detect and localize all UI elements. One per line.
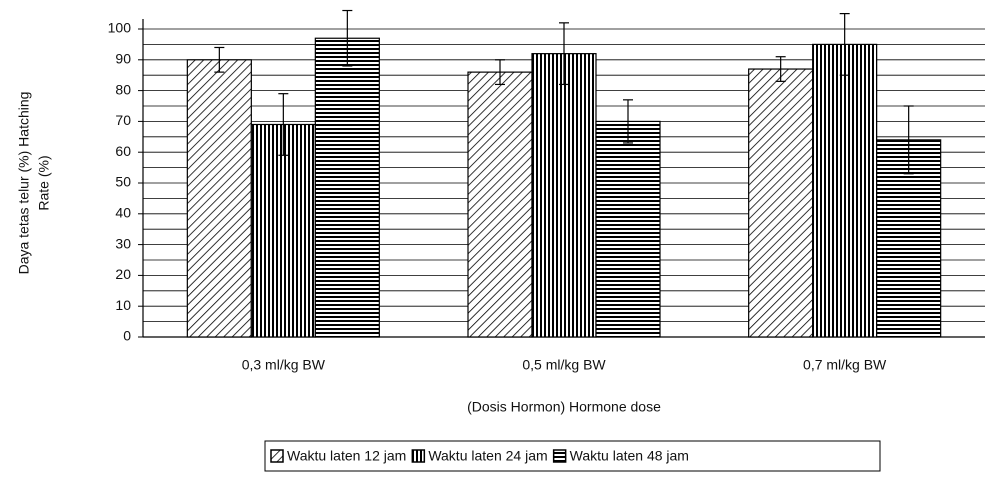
- bar: [748, 68, 814, 338]
- bar: [812, 43, 878, 338]
- x-tick-label: 0,5 ml/kg BW: [522, 357, 606, 373]
- legend-swatch: [411, 449, 426, 463]
- y-tick-label: 90: [115, 51, 131, 67]
- y-tick-label: 70: [115, 112, 131, 128]
- legend-box: [264, 440, 881, 472]
- y-tick-label: 30: [115, 235, 131, 251]
- legend-label: Waktu laten 12 jam: [287, 448, 406, 464]
- bar: [314, 37, 380, 338]
- y-tick-label: 40: [115, 205, 131, 221]
- bar: [531, 53, 597, 338]
- legend-swatch: [552, 449, 567, 463]
- y-axis-label: Rate (%): [36, 155, 52, 210]
- bar: [595, 120, 661, 338]
- legend-swatch: [270, 449, 284, 463]
- y-axis-label: Daya tetas telur (%) Hatching: [16, 92, 32, 275]
- bar: [250, 123, 316, 338]
- legend-label: Waktu laten 24 jam: [428, 448, 547, 464]
- y-tick-label: 0: [123, 328, 131, 344]
- y-tick-label: 60: [115, 143, 131, 159]
- bar: [467, 71, 533, 338]
- y-tick-label: 50: [115, 174, 131, 190]
- bar: [186, 59, 252, 338]
- x-tick-label: 0,7 ml/kg BW: [803, 357, 887, 373]
- x-axis-label: (Dosis Hormon) Hormone dose: [467, 399, 661, 415]
- y-tick-label: 100: [108, 20, 132, 36]
- y-tick-label: 10: [115, 297, 131, 313]
- x-tick-label: 0,3 ml/kg BW: [242, 357, 326, 373]
- legend-label: Waktu laten 48 jam: [570, 448, 689, 464]
- y-tick-label: 20: [115, 266, 131, 282]
- y-tick-label: 80: [115, 81, 131, 97]
